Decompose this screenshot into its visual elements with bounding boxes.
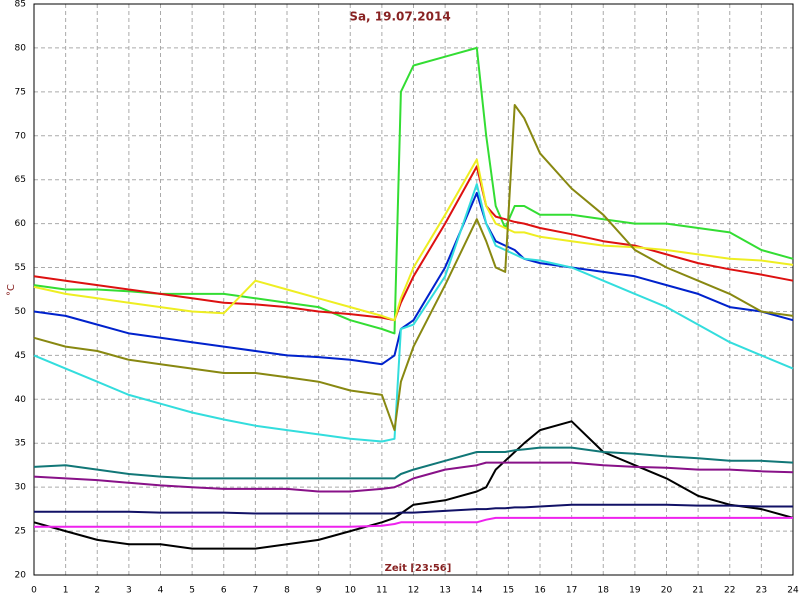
series-line	[34, 503, 793, 515]
x-tick-label: 3	[126, 586, 132, 596]
x-tick-label: 6	[221, 586, 227, 596]
x-tick-label: 17	[566, 586, 577, 596]
y-tick-label: 75	[15, 87, 26, 97]
series-line	[33, 420, 794, 550]
y-tick-label: 20	[15, 571, 27, 581]
x-tick-label: 7	[253, 586, 259, 596]
series-line	[33, 461, 794, 493]
series-line	[33, 183, 794, 443]
x-tick-label: 13	[439, 586, 450, 596]
y-tick-label: 55	[15, 263, 26, 273]
x-tick-label: 1	[63, 586, 69, 596]
x-tick-label: 0	[31, 586, 37, 596]
series-line	[33, 158, 794, 322]
y-tick-label: 60	[15, 219, 27, 229]
y-tick-label: 70	[15, 131, 27, 141]
x-tick-label: 5	[189, 586, 195, 596]
y-tick-label: 80	[15, 43, 27, 53]
x-tick-label: 16	[534, 586, 546, 596]
x-tick-label: 24	[787, 586, 799, 596]
series-line	[33, 191, 794, 366]
series-line	[33, 46, 794, 335]
x-tick-label: 4	[158, 586, 164, 596]
y-tick-label: 85	[15, 0, 26, 10]
plot-frame	[33, 3, 794, 576]
x-tick-label: 23	[756, 586, 767, 596]
x-tick-label: 15	[503, 586, 514, 596]
series-line	[33, 446, 794, 480]
x-tick-label: 20	[661, 586, 673, 596]
x-tick-label: 19	[629, 586, 641, 596]
x-tick-label: 14	[471, 586, 483, 596]
y-tick-label: 40	[15, 395, 27, 405]
y-tick-label: 30	[15, 483, 27, 493]
series-line	[33, 104, 794, 432]
y-axis-label: °C	[6, 284, 17, 296]
x-tick-label: 21	[692, 586, 703, 596]
x-tick-label: 22	[724, 586, 735, 596]
x-tick-label: 12	[408, 586, 419, 596]
y-tick-label: 25	[15, 527, 26, 537]
x-tick-label: 2	[94, 586, 100, 596]
series-line	[33, 165, 794, 322]
x-tick-label: 8	[284, 586, 290, 596]
y-tick-label: 65	[15, 175, 26, 185]
x-tick-label: 18	[598, 586, 610, 596]
x-tick-label: 10	[345, 586, 357, 596]
x-tick-label: 9	[316, 586, 322, 596]
y-tick-label: 45	[15, 351, 26, 361]
y-tick-label: 50	[15, 307, 27, 317]
y-tick-label: 35	[15, 439, 26, 449]
x-tick-label: 11	[376, 586, 387, 596]
series-line	[34, 516, 793, 528]
x-axis-label: Zeit [23:56]	[385, 563, 452, 574]
chart-title: Sa, 19.07.2014	[349, 10, 450, 24]
